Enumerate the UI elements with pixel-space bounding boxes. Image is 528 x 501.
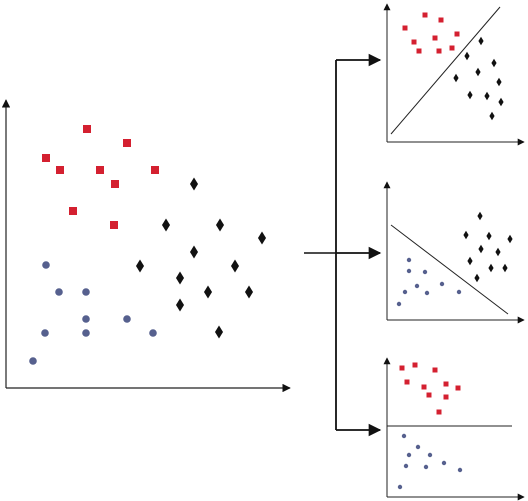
- black-diamond-marker: [175, 298, 185, 312]
- red-square-marker: [454, 31, 460, 37]
- red-square-marker: [432, 35, 438, 41]
- blue-circle-marker: [406, 452, 412, 458]
- black-diamond-marker: [489, 111, 495, 121]
- black-diamond-marker: [475, 67, 481, 77]
- red-square-marker: [83, 125, 91, 133]
- black-diamond-marker: [495, 247, 501, 257]
- panel-bottom-points: [397, 362, 463, 490]
- blue-circle-marker: [456, 289, 462, 295]
- blue-circle-marker: [415, 444, 421, 450]
- red-square-marker: [449, 45, 455, 51]
- black-diamond-marker: [507, 234, 513, 244]
- blue-circle-marker: [422, 269, 428, 275]
- blue-circle-marker: [439, 281, 445, 287]
- red-square-marker: [399, 365, 405, 371]
- black-diamond-marker: [453, 73, 459, 83]
- red-square-marker: [422, 12, 428, 18]
- black-diamond-marker: [486, 231, 492, 241]
- blue-circle-marker: [401, 433, 407, 439]
- blue-circle-marker: [402, 289, 408, 295]
- blue-circle-marker: [397, 484, 403, 490]
- black-diamond-marker: [474, 273, 480, 283]
- panel-middle-separator: [390, 224, 509, 315]
- black-diamond-marker: [498, 97, 504, 107]
- red-square-marker: [69, 207, 77, 215]
- red-square-marker: [123, 139, 131, 147]
- blue-circle-marker: [123, 315, 131, 323]
- black-diamond-marker: [161, 218, 171, 232]
- blue-circle-marker: [403, 463, 409, 469]
- connector: [304, 53, 382, 437]
- red-square-marker: [455, 385, 461, 391]
- blue-circle-marker: [457, 467, 463, 473]
- red-square-marker: [411, 39, 417, 45]
- main-plot: [1, 99, 291, 393]
- blue-circle-marker: [55, 288, 63, 296]
- black-diamond-marker: [467, 90, 473, 100]
- red-square-marker: [151, 166, 159, 174]
- black-diamond-marker: [189, 245, 199, 259]
- red-square-marker: [110, 221, 118, 229]
- panel-top: [383, 3, 525, 146]
- red-square-marker: [426, 392, 432, 398]
- red-square-marker: [402, 25, 408, 31]
- black-diamond-marker: [484, 91, 490, 101]
- blue-circle-marker: [414, 283, 420, 289]
- black-diamond-marker: [135, 259, 145, 273]
- black-diamond-marker: [491, 58, 497, 68]
- panel-top-separator: [390, 6, 501, 135]
- black-diamond-marker: [203, 285, 213, 299]
- blue-circle-marker: [41, 329, 49, 337]
- red-square-marker: [416, 48, 422, 54]
- black-diamond-marker: [463, 230, 469, 240]
- black-diamond-marker: [244, 285, 254, 299]
- blue-circle-marker: [396, 301, 402, 307]
- panel-middle: [383, 181, 525, 324]
- panel-middle-points: [396, 211, 513, 307]
- blue-circle-marker: [42, 261, 50, 269]
- main-points: [29, 125, 267, 365]
- black-diamond-marker: [215, 218, 225, 232]
- red-square-marker: [421, 384, 427, 390]
- black-diamond-marker: [214, 325, 224, 339]
- red-square-marker: [56, 166, 64, 174]
- red-square-marker: [436, 409, 442, 415]
- blue-circle-marker: [424, 290, 430, 296]
- red-square-marker: [42, 154, 50, 162]
- red-square-marker: [443, 381, 449, 387]
- black-diamond-marker: [257, 231, 267, 245]
- blue-circle-marker: [82, 288, 90, 296]
- red-square-marker: [443, 394, 449, 400]
- red-square-marker: [436, 48, 442, 54]
- black-diamond-marker: [477, 211, 483, 221]
- black-diamond-marker: [230, 259, 240, 273]
- blue-circle-marker: [149, 329, 157, 337]
- black-diamond-marker: [502, 263, 508, 273]
- blue-circle-marker: [29, 357, 37, 365]
- panel-top-points: [402, 12, 504, 121]
- blue-circle-marker: [441, 460, 447, 466]
- blue-circle-marker: [423, 464, 429, 470]
- black-diamond-marker: [189, 177, 199, 191]
- black-diamond-marker: [464, 51, 470, 61]
- black-diamond-marker: [478, 244, 484, 254]
- black-diamond-marker: [488, 263, 494, 273]
- black-diamond-marker: [478, 36, 484, 46]
- blue-circle-marker: [82, 329, 90, 337]
- panel-bottom: [383, 357, 525, 501]
- red-square-marker: [438, 17, 444, 23]
- blue-circle-marker: [427, 452, 433, 458]
- red-square-marker: [412, 362, 418, 368]
- red-square-marker: [404, 379, 410, 385]
- red-square-marker: [96, 166, 104, 174]
- blue-circle-marker: [406, 268, 412, 274]
- red-square-marker: [111, 180, 119, 188]
- black-diamond-marker: [175, 271, 185, 285]
- black-diamond-marker: [496, 77, 502, 87]
- blue-circle-marker: [82, 315, 90, 323]
- blue-circle-marker: [406, 257, 412, 263]
- black-diamond-marker: [467, 256, 473, 266]
- red-square-marker: [432, 367, 438, 373]
